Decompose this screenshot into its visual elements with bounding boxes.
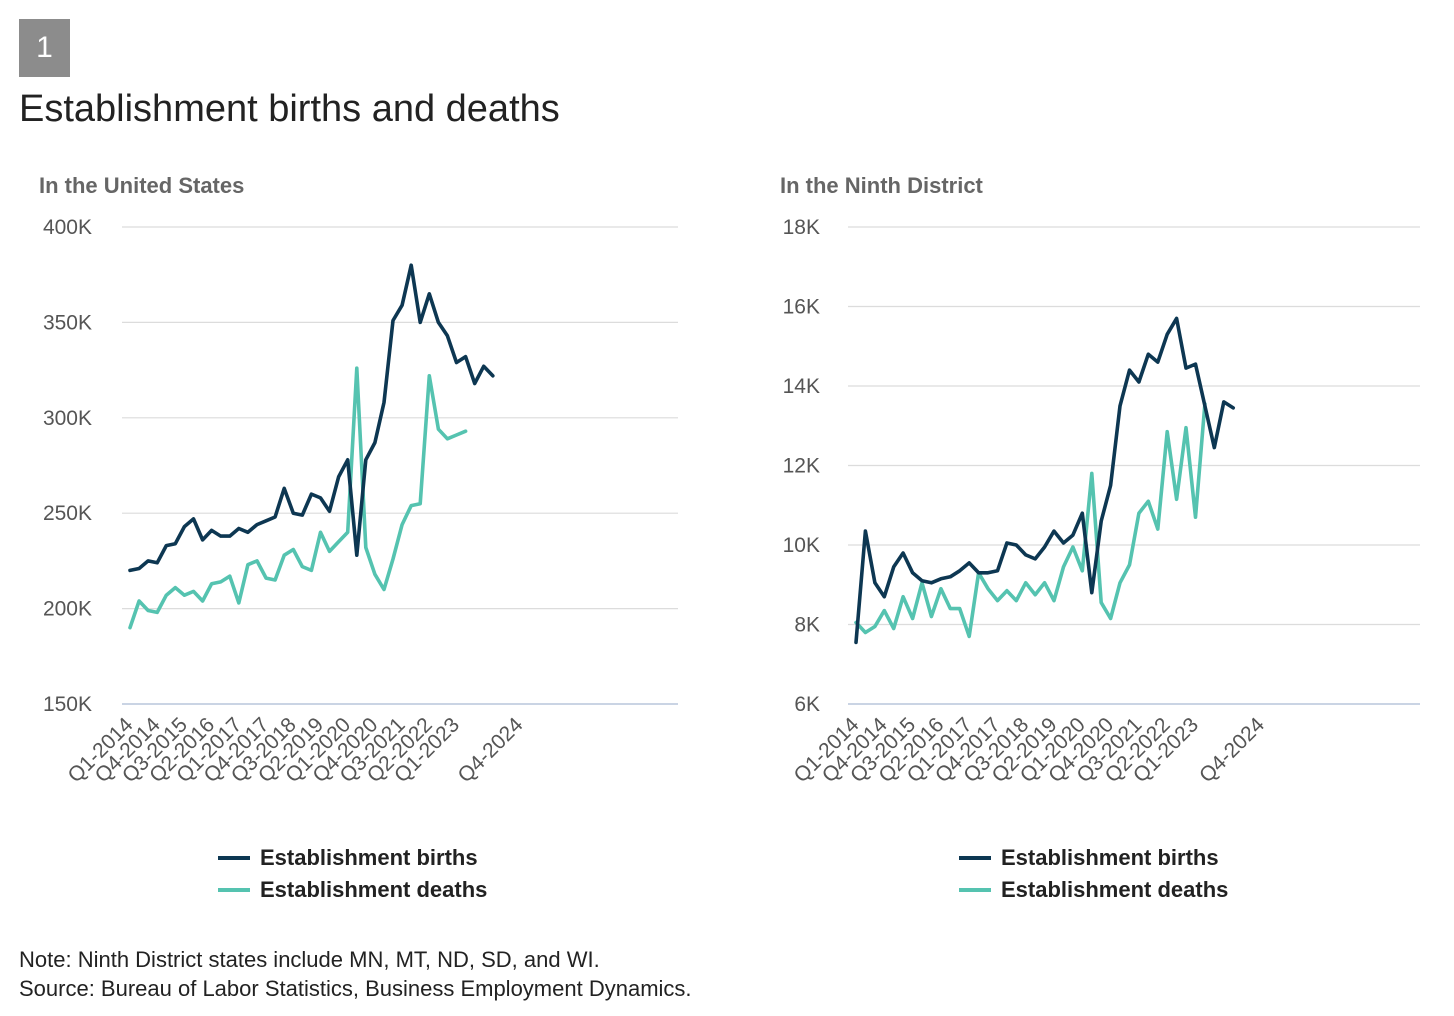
x-tick-label: Q3-2018 — [959, 713, 1033, 787]
legend-swatch-births — [218, 856, 250, 860]
y-tick-label: 18K — [783, 216, 820, 239]
births-line — [128, 263, 495, 573]
x-tick-label: Q4-2014 — [818, 713, 892, 787]
panel-title-us: In the United States — [39, 173, 245, 198]
legend-item-deaths: Establishment deaths — [959, 874, 1228, 906]
y-tick-label: 14K — [783, 375, 820, 398]
legend-swatch-births — [959, 856, 991, 860]
y-tick-label: 12K — [783, 455, 820, 478]
y-tick-label: 10K — [783, 534, 820, 557]
source-text: Source: Bureau of Labor Statistics, Busi… — [19, 976, 692, 1001]
y-tick-label: 16K — [783, 296, 820, 319]
x-tick-label: Q2-2019 — [988, 713, 1062, 787]
y-tick-label: 200K — [43, 598, 92, 621]
x-tick-label: Q4-2020 — [1044, 713, 1118, 787]
panel-title-ninth-district: In the Ninth District — [780, 173, 983, 198]
legend-label-deaths: Establishment deaths — [1001, 877, 1229, 902]
x-tick-label: Q1-2014 — [789, 713, 863, 787]
figure-notes: Note: Ninth District states include MN, … — [19, 945, 692, 1003]
y-tick-label: 300K — [43, 407, 92, 430]
x-tick-label: Q4-2024 — [1195, 713, 1269, 787]
legend-ninth-district: Establishment births Establishment death… — [959, 842, 1228, 906]
y-tick-label: 250K — [43, 502, 92, 525]
y-tick-label: 8K — [794, 614, 820, 637]
legend-label-births: Establishment births — [260, 845, 478, 870]
x-tick-label: Q4-2017 — [931, 713, 1005, 787]
legend-label-births: Establishment births — [1001, 845, 1219, 870]
legend-swatch-deaths — [959, 888, 991, 892]
births-line — [854, 316, 1235, 645]
deaths-line — [128, 366, 468, 630]
x-tick-label: Q4-2024 — [453, 713, 527, 787]
x-tick-label: Q1-2023 — [1129, 713, 1203, 787]
legend-item-births: Establishment births — [959, 842, 1228, 874]
x-tick-label: Q1-2020 — [1016, 713, 1090, 787]
x-tick-label: Q3-2015 — [846, 713, 920, 787]
x-tick-label: Q2-2022 — [1101, 713, 1175, 787]
y-tick-label: 400K — [43, 216, 92, 239]
x-tick-label: Q3-2021 — [1072, 713, 1146, 787]
y-tick-label: 350K — [43, 311, 92, 334]
figure-title: Establishment births and deaths — [19, 88, 560, 130]
legend-item-births: Establishment births — [218, 842, 487, 874]
figure-number-badge: 1 — [19, 19, 70, 77]
x-tick-label: Q2-2016 — [874, 713, 948, 787]
note-text: Note: Ninth District states include MN, … — [19, 947, 600, 972]
legend-label-deaths: Establishment deaths — [260, 877, 488, 902]
legend-us: Establishment births Establishment death… — [218, 842, 487, 906]
legend-swatch-deaths — [218, 888, 250, 892]
legend-item-deaths: Establishment deaths — [218, 874, 487, 906]
x-tick-label: Q1-2017 — [903, 713, 977, 787]
deaths-line — [854, 402, 1207, 639]
y-tick-label: 6K — [794, 693, 820, 716]
us-line-chart: 150K200K250K300K350K400KQ1-2014Q4-2014Q3… — [43, 216, 678, 787]
y-tick-label: 150K — [43, 693, 92, 716]
